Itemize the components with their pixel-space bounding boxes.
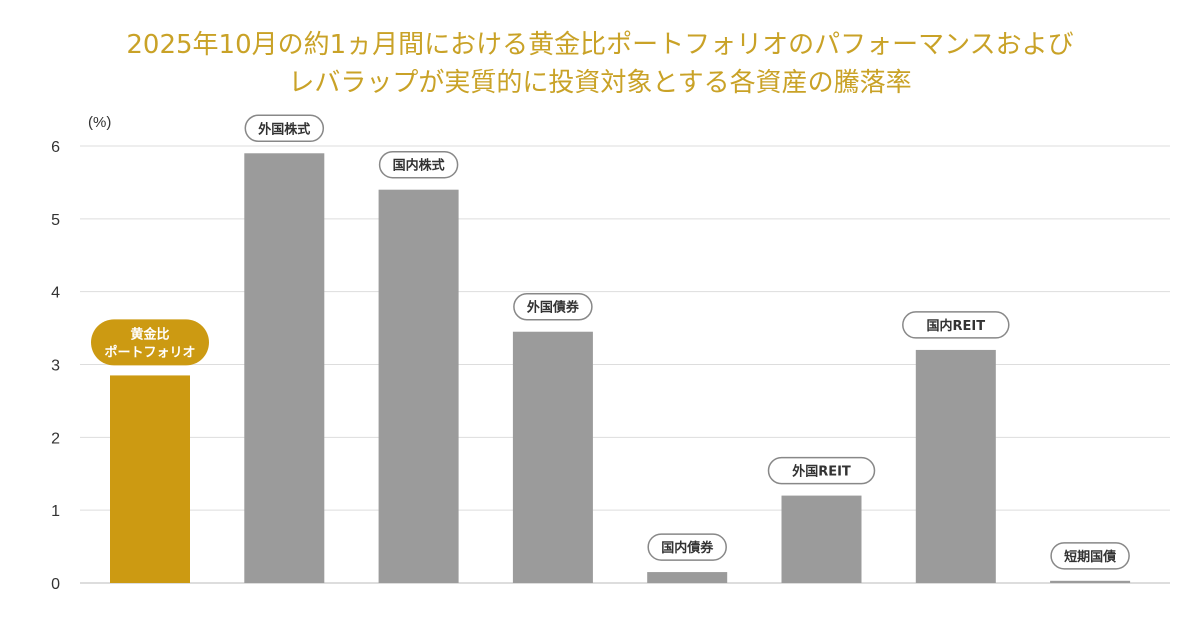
chart-title-line1: 2025年10月の約1ヵ月間における黄金比ポートフォリオのパフォーマンスおよび bbox=[126, 30, 1074, 60]
y-tick-label: 0 bbox=[51, 576, 60, 593]
bar bbox=[244, 153, 325, 584]
bars bbox=[110, 153, 1131, 584]
bar bbox=[781, 495, 862, 583]
bar bbox=[915, 349, 996, 583]
category-label: 外国株式 bbox=[244, 114, 325, 143]
category-label-pill bbox=[513, 292, 593, 321]
bar bbox=[512, 331, 593, 583]
category-label-text: 国内債券 bbox=[661, 540, 714, 556]
category-label-text: 国内REIT bbox=[926, 318, 985, 334]
y-tick-label: 5 bbox=[51, 212, 60, 229]
y-axis: (%) 0 1 2 3 4 5 6 bbox=[51, 114, 111, 593]
category-label: 国内REIT bbox=[902, 311, 1010, 339]
category-label-pill bbox=[902, 311, 1010, 339]
bar bbox=[1050, 580, 1131, 583]
category-label-pill bbox=[91, 319, 209, 366]
bar bbox=[647, 572, 728, 583]
category-label-pill bbox=[378, 150, 459, 179]
y-tick-label: 3 bbox=[51, 358, 60, 375]
category-label-pill bbox=[244, 114, 325, 143]
category-label-pill bbox=[767, 456, 876, 485]
gridlines bbox=[80, 145, 1170, 584]
category-label-text: ポートフォリオ bbox=[104, 344, 195, 360]
y-tick-label: 2 bbox=[51, 430, 60, 447]
chart-title: 2025年10月の約1ヵ月間における黄金比ポートフォリオのパフォーマンスおよび … bbox=[0, 26, 1200, 102]
y-tick-label: 1 bbox=[51, 503, 60, 520]
category-label-text: 黄金比 bbox=[130, 326, 169, 342]
category-label-text: 外国REIT bbox=[791, 464, 851, 480]
category-label-pill bbox=[1050, 542, 1130, 570]
category-label: 国内債券 bbox=[647, 533, 727, 561]
category-label: 外国REIT bbox=[767, 456, 876, 485]
category-label-text: 国内株式 bbox=[393, 158, 445, 174]
chart-title-line2: レバラップが実質的に投資対象とする各資産の騰落率 bbox=[288, 68, 912, 98]
category-label: 黄金比ポートフォリオ bbox=[91, 319, 209, 366]
bar bbox=[110, 375, 190, 583]
category-label: 外国債券 bbox=[513, 292, 593, 321]
y-unit-label: (%) bbox=[88, 114, 111, 131]
y-tick-label: 6 bbox=[51, 139, 60, 156]
category-label-text: 外国株式 bbox=[257, 121, 310, 137]
bar bbox=[378, 189, 459, 583]
y-tick-label: 4 bbox=[51, 285, 60, 302]
category-label-text: 短期国債 bbox=[1064, 549, 1116, 565]
category-label: 短期国債 bbox=[1050, 542, 1130, 570]
category-label-pill bbox=[647, 533, 727, 561]
category-label: 国内株式 bbox=[378, 150, 459, 179]
category-label-text: 外国債券 bbox=[526, 300, 580, 316]
